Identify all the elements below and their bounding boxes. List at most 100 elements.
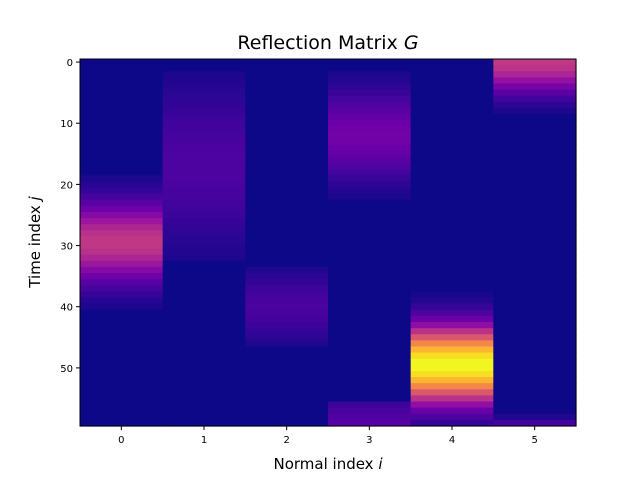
heatmap-cell: [245, 77, 329, 85]
heatmap-cell: [162, 248, 246, 256]
heatmap-cell: [162, 211, 246, 219]
heatmap-cell: [328, 132, 412, 140]
heatmap-cell: [493, 114, 577, 121]
heatmap-cell: [328, 236, 412, 244]
heatmap-cell: [162, 309, 246, 317]
heatmap-cell: [80, 101, 164, 109]
heatmap-cell: [80, 291, 164, 299]
heatmap-cell: [493, 211, 577, 219]
heatmap-cell: [493, 126, 577, 133]
heatmap-cell: [493, 395, 577, 403]
heatmap-cell: [245, 83, 329, 91]
heatmap-cell: [410, 419, 494, 427]
heatmap-cell: [80, 59, 164, 66]
heatmap-cell: [80, 89, 164, 97]
heatmap-cell: [328, 413, 412, 421]
heatmap-cell: [493, 230, 577, 237]
heatmap-cell: [410, 107, 494, 115]
heatmap-cell: [80, 279, 164, 286]
heatmap-cell: [80, 132, 164, 140]
heatmap-cell: [245, 199, 329, 207]
heatmap-cell: [328, 346, 412, 354]
heatmap-cell: [328, 358, 412, 366]
heatmap-cell: [493, 181, 577, 189]
heatmap-cell: [80, 377, 164, 384]
heatmap-cell: [493, 285, 577, 293]
heatmap-cell: [493, 377, 577, 384]
heatmap-cell: [410, 138, 494, 146]
heatmap-cell: [245, 175, 329, 182]
heatmap-cell: [162, 358, 246, 366]
heatmap-cell: [410, 291, 494, 299]
heatmap-cell: [328, 279, 412, 286]
heatmap-cell: [80, 401, 164, 409]
heatmap-cell: [328, 181, 412, 189]
heatmap-cell: [162, 401, 246, 409]
heatmap-cell: [162, 377, 246, 384]
heatmap-cell: [328, 218, 412, 225]
heatmap-cell: [410, 205, 494, 213]
heatmap-cell: [80, 315, 164, 323]
heatmap-cell: [162, 120, 246, 127]
heatmap-cell: [410, 59, 494, 66]
heatmap-cell: [245, 107, 329, 115]
heatmap-cell: [162, 205, 246, 213]
heatmap-cell: [493, 303, 577, 311]
chart-title: Reflection Matrix G: [237, 32, 418, 54]
heatmap-cell: [410, 273, 494, 280]
heatmap-cell: [328, 150, 412, 158]
heatmap-cell: [162, 389, 246, 397]
heatmap-cell: [162, 132, 246, 140]
heatmap-cell: [493, 59, 577, 66]
heatmap-cell: [410, 383, 494, 390]
heatmap-cell: [162, 230, 246, 237]
y-tick-label: 40: [60, 303, 73, 314]
heatmap-cell: [162, 138, 246, 146]
heatmap-cell: [328, 254, 412, 262]
heatmap-cell: [245, 346, 329, 354]
heatmap-cell: [328, 340, 412, 348]
heatmap-cell: [410, 309, 494, 317]
heatmap-cell: [162, 334, 246, 341]
heatmap-cell: [245, 309, 329, 317]
heatmap-cell: [245, 144, 329, 152]
heatmap-cell: [245, 224, 329, 231]
heatmap-cell: [410, 224, 494, 231]
heatmap-cell: [328, 120, 412, 127]
heatmap-cell: [245, 254, 329, 262]
heatmap-cell: [410, 254, 494, 262]
heatmap-cell: [410, 181, 494, 189]
heatmap-cell: [80, 322, 164, 329]
heatmap-cell: [493, 346, 577, 354]
heatmap-cell: [328, 114, 412, 121]
heatmap-cell: [245, 162, 329, 170]
heatmap-cell: [162, 346, 246, 354]
heatmap-cell: [410, 377, 494, 384]
heatmap-cell: [493, 260, 577, 268]
heatmap-cell: [80, 309, 164, 317]
heatmap-cell: [245, 95, 329, 103]
heatmap-cell: [493, 401, 577, 409]
heatmap-cell: [245, 401, 329, 409]
heatmap-cell: [328, 315, 412, 323]
heatmap-cell: [80, 364, 164, 372]
heatmap-cell: [410, 89, 494, 97]
heatmap-cell: [162, 77, 246, 85]
heatmap-cell: [245, 407, 329, 415]
heatmap-cell: [80, 77, 164, 85]
heatmap-cell: [80, 156, 164, 164]
x-axis-label: Normal index i: [273, 455, 383, 473]
heatmap-cell: [410, 120, 494, 127]
heatmap-cell: [245, 218, 329, 225]
heatmap-cell: [410, 297, 494, 305]
heatmap-cell: [80, 181, 164, 189]
heatmap-cell: [162, 419, 246, 427]
heatmap-cell: [80, 120, 164, 127]
heatmap-cell: [328, 401, 412, 409]
heatmap-cell: [493, 224, 577, 231]
y-tick-label: 50: [60, 364, 73, 375]
heatmap-cell: [328, 364, 412, 372]
heatmap-cell: [328, 352, 412, 360]
heatmap-cell: [162, 236, 246, 244]
heatmap-cell: [245, 389, 329, 397]
